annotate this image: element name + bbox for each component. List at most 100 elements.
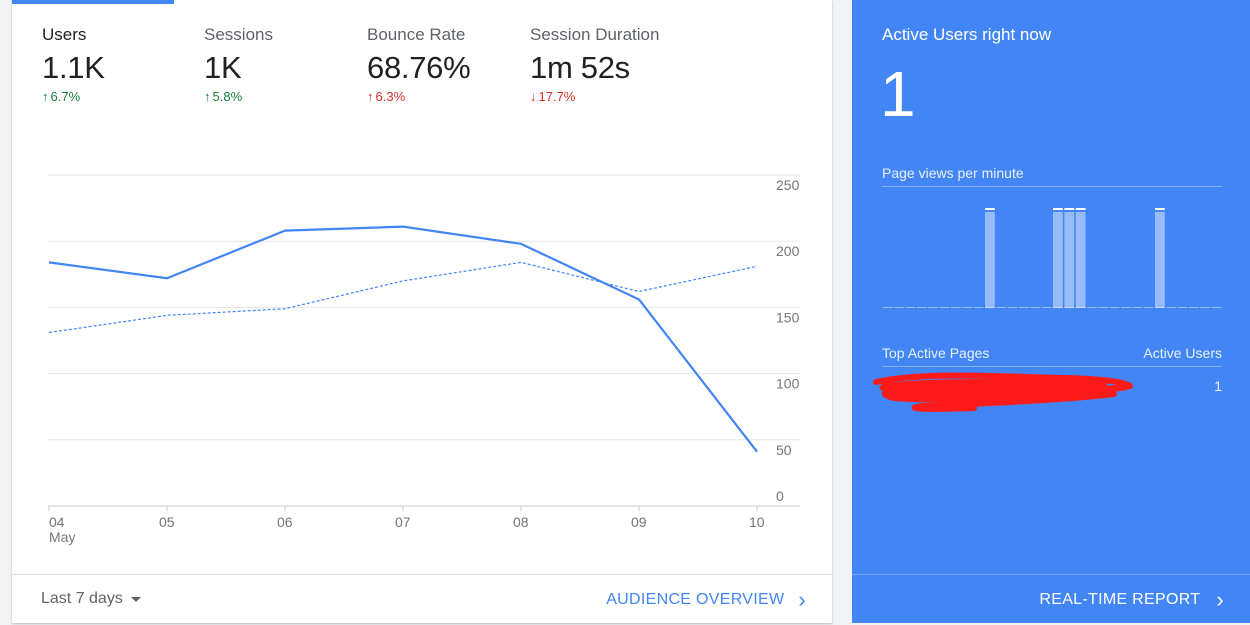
x-tick-label: 06 xyxy=(277,514,293,530)
arrow-up-icon: ↑ xyxy=(42,89,49,104)
pageview-baseline xyxy=(1189,307,1199,308)
pageview-bar[interactable] xyxy=(985,212,995,308)
metric-tabs: Users 1.1K ↑ 6.7% Sessions 1K ↑ 5.8% Bounc… xyxy=(12,24,832,124)
divider xyxy=(882,366,1222,367)
pageview-baseline xyxy=(1143,307,1154,308)
audience-overview-link[interactable]: AUDIENCE OVERVIEW › xyxy=(606,589,806,611)
active-users-count: 1 xyxy=(880,58,916,130)
pageview-bar[interactable] xyxy=(1064,212,1075,308)
pageview-baseline xyxy=(1211,307,1222,308)
divider xyxy=(882,186,1222,187)
audience-card-footer: Last 7 days AUDIENCE OVERVIEW › xyxy=(12,574,832,623)
pageview-baseline xyxy=(905,307,916,308)
pageview-bar-cap xyxy=(1075,208,1086,210)
realtime-card-footer: REAL-TIME REPORT › xyxy=(852,574,1250,623)
pageview-baseline xyxy=(894,307,905,308)
top-page-count: 1 xyxy=(1214,378,1222,394)
metric-value: 1.1K xyxy=(42,50,105,85)
x-tick-label: 04 xyxy=(49,514,65,530)
pageview-baseline xyxy=(1177,307,1188,308)
pageview-baseline xyxy=(985,307,995,308)
pageview-baseline xyxy=(917,307,927,308)
series-line-current[interactable] xyxy=(48,225,758,453)
pageview-baseline xyxy=(1007,307,1018,308)
active-tab-indicator xyxy=(12,0,174,4)
pageview-baseline xyxy=(962,307,973,308)
y-tick-label: 0 xyxy=(776,488,784,504)
realtime-report-link[interactable]: REAL-TIME REPORT › xyxy=(1039,587,1224,612)
audience-card: Users 1.1K ↑ 6.7% Sessions 1K ↑ 5.8% Bounc… xyxy=(12,0,832,623)
pageview-baseline xyxy=(1030,307,1041,308)
pageview-bar[interactable] xyxy=(1155,212,1165,308)
pageview-bar-cap xyxy=(1053,208,1063,210)
users-line-chart[interactable]: 0 5 0 100 150 200 250 04 05 06 07 08 09 10 May xyxy=(12,150,832,550)
pageview-baseline xyxy=(1075,307,1086,308)
pageview-baseline xyxy=(928,307,939,308)
realtime-report-label: REAL-TIME REPORT xyxy=(1039,591,1201,608)
pageview-baseline xyxy=(1121,307,1131,308)
pageview-bar[interactable] xyxy=(1075,212,1086,308)
metric-label: Sessions xyxy=(204,25,273,44)
chevron-right-icon: › xyxy=(1216,587,1224,612)
pageview-baseline xyxy=(996,307,1007,308)
metric-label: Session Duration xyxy=(530,25,660,44)
chart-canvas: 0 5 0 100 150 200 250 04 05 06 07 08 09 10 May xyxy=(48,174,800,545)
metric-tab-users[interactable]: Users 1.1K ↑ 6.7% xyxy=(42,24,202,105)
pageview-bar-cap xyxy=(1155,208,1165,210)
realtime-title: Active Users right now xyxy=(882,25,1052,44)
chart-series xyxy=(48,225,758,453)
metric-tab-bounce-rate[interactable]: Bounce Rate 68.76% ↑ 6.3% xyxy=(367,24,527,105)
metric-value: 68.76% xyxy=(367,50,471,85)
metric-tab-sessions[interactable]: Sessions 1K ↑ 5.8% xyxy=(204,24,364,105)
x-tick-label: 10 xyxy=(749,514,765,530)
pageview-baseline xyxy=(883,307,893,308)
pageview-baseline xyxy=(1087,307,1097,308)
metric-tab-session-duration[interactable]: Session Duration 1m 52s ↓ 17.7% xyxy=(530,24,690,105)
pageview-baseline xyxy=(1200,307,1211,308)
metric-label: Users xyxy=(42,25,87,44)
arrow-up-icon: ↑ xyxy=(204,89,211,104)
pageview-baseline xyxy=(1041,307,1052,308)
y-tick-label: 200 xyxy=(776,243,800,259)
pageview-baseline xyxy=(939,307,950,308)
metric-value: 1K xyxy=(204,50,242,85)
caret-down-icon xyxy=(130,596,141,602)
pageview-baseline xyxy=(1098,307,1109,308)
x-tick-label: 08 xyxy=(513,514,529,530)
chart-grid xyxy=(48,174,800,507)
pageview-bar-cap xyxy=(985,208,995,210)
pageview-bar-cap xyxy=(1064,208,1075,210)
metric-value: 1m 52s xyxy=(530,50,630,85)
x-tick-label: 09 xyxy=(631,514,647,530)
pageview-baseline xyxy=(1064,307,1075,308)
x-axis-ticks: 04 05 06 07 08 09 10 May xyxy=(48,506,765,545)
metric-label: Bounce Rate xyxy=(367,25,466,44)
top-pages-header: Top Active Pages Active Users xyxy=(882,345,1222,361)
arrow-down-icon: ↓ xyxy=(530,89,537,104)
pageview-baseline xyxy=(1166,307,1177,308)
y-axis-ticks: 0 50 100 150 200 250 xyxy=(776,177,800,504)
pageview-bar[interactable] xyxy=(1053,212,1063,308)
series-line-previous[interactable] xyxy=(48,261,758,334)
y-tick-label: 100 xyxy=(776,376,800,392)
date-range-label: Last 7 days xyxy=(41,590,123,607)
realtime-card: Active Users right now 1 Page views per … xyxy=(852,0,1250,623)
y-tick-label: 150 xyxy=(776,309,800,325)
top-page-row[interactable]: 1 xyxy=(882,378,1222,398)
date-range-dropdown[interactable]: Last 7 days xyxy=(41,590,141,608)
pageviews-bar-chart[interactable] xyxy=(882,200,1222,310)
pageview-baseline xyxy=(1109,307,1120,308)
pageview-baseline xyxy=(1155,307,1165,308)
top-pages-label: Top Active Pages xyxy=(882,345,990,361)
metric-change: ↓ 17.7% xyxy=(530,89,576,104)
x-sublabel: May xyxy=(49,529,75,545)
metric-change: ↑ 6.3% xyxy=(367,89,406,104)
y-tick-label: 250 xyxy=(776,177,800,193)
x-tick-label: 07 xyxy=(395,514,411,530)
x-tick-label: 05 xyxy=(159,514,175,530)
arrow-up-icon: ↑ xyxy=(367,89,374,104)
redaction-scribble xyxy=(873,372,1133,412)
audience-overview-label: AUDIENCE OVERVIEW xyxy=(606,591,785,608)
pageview-baseline xyxy=(951,307,961,308)
